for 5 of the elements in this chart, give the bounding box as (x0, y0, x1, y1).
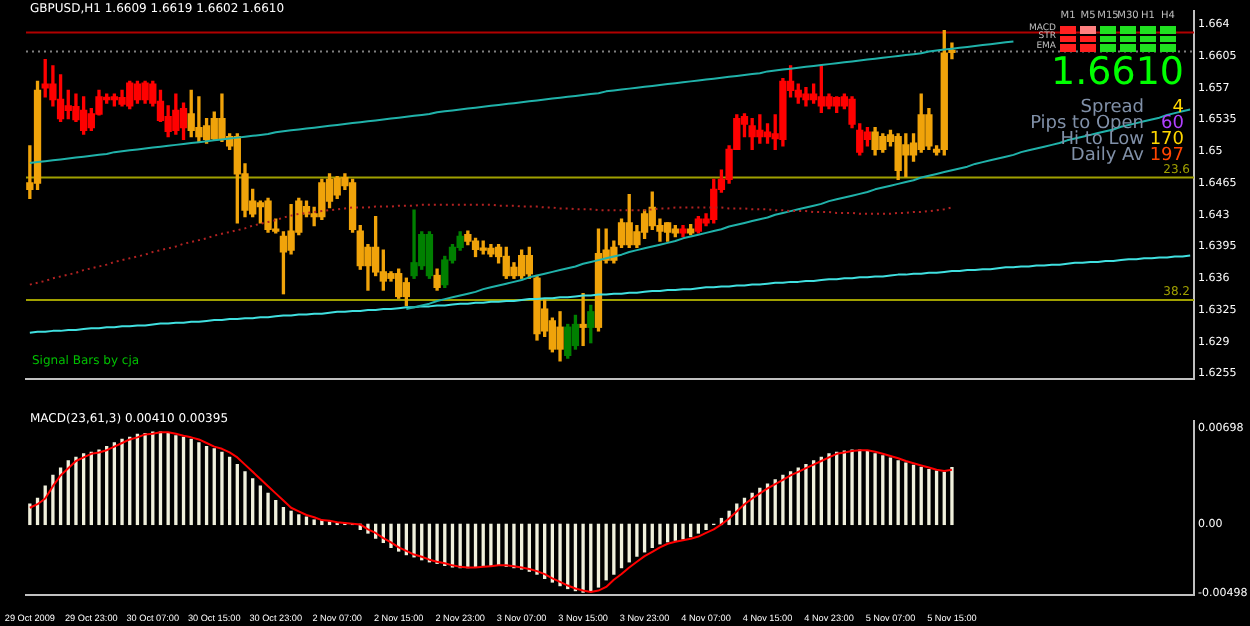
annotation: 197 (1149, 146, 1184, 166)
annotation: 1.6610 (1051, 50, 1184, 94)
annotation: Spread (1080, 98, 1144, 118)
annotation: Daily Av (1070, 146, 1144, 166)
annotation: 4 (1172, 98, 1184, 118)
